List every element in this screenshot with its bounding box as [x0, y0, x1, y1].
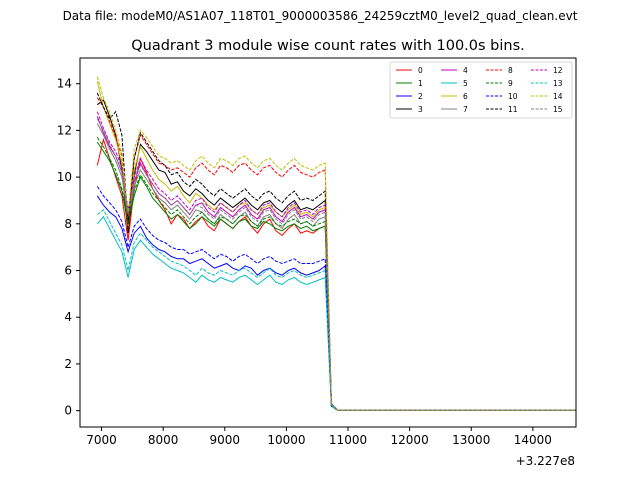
- legend-label-12: 12: [553, 66, 563, 75]
- legend-label-1: 1: [418, 79, 423, 88]
- chart-title: Quadrant 3 module wise count rates with …: [131, 38, 525, 54]
- x-tick-label: 12000: [391, 433, 429, 447]
- x-tick-label: 11000: [329, 433, 367, 447]
- legend-box: [389, 61, 573, 119]
- legend-label-4: 4: [463, 66, 468, 75]
- x-axis: 7000 8000 9000 10000 11000 12000 13000 14000: [86, 427, 552, 447]
- legend-label-3: 3: [418, 105, 423, 114]
- y-tick-label: 4: [64, 310, 72, 324]
- axes-frame: [79, 57, 577, 428]
- y-tick-label: 2: [64, 357, 72, 371]
- plot-lines: [96, 76, 576, 411]
- legend-label-6: 6: [463, 92, 468, 101]
- x-tick-label: 13000: [452, 433, 490, 447]
- y-tick-label: 0: [64, 404, 72, 418]
- legend-label-7: 7: [463, 105, 468, 114]
- figure-suptitle: Data file: modeM0/AS1A07_118T01_90000035…: [63, 9, 578, 23]
- x-tick-label: 9000: [210, 433, 241, 447]
- x-tick-label: 7000: [86, 433, 117, 447]
- x-offset-label: +3.227e8: [516, 454, 575, 468]
- series-line-15: [96, 118, 576, 411]
- legend-label-11: 11: [508, 105, 518, 114]
- legend-label-5: 5: [463, 79, 468, 88]
- x-tick-label: 10000: [267, 433, 305, 447]
- y-tick-label: 14: [57, 77, 72, 91]
- y-tick-label: 6: [64, 264, 72, 278]
- y-tick-label: 12: [57, 123, 72, 137]
- x-tick-label: 8000: [148, 433, 179, 447]
- legend-label-13: 13: [553, 79, 563, 88]
- legend-label-14: 14: [553, 92, 563, 101]
- legend-label-0: 0: [418, 66, 423, 75]
- series-line-14: [96, 76, 576, 411]
- legend-label-9: 9: [508, 79, 513, 88]
- x-tick-label: 14000: [514, 433, 552, 447]
- legend-label-2: 2: [418, 92, 423, 101]
- y-axis: 0 2 4 6 8 10 12 14: [57, 77, 80, 418]
- legend-label-15: 15: [553, 105, 563, 114]
- legend-label-8: 8: [508, 66, 513, 75]
- y-tick-label: 10: [57, 170, 72, 184]
- y-tick-label: 8: [64, 217, 72, 231]
- legend-label-10: 10: [508, 92, 518, 101]
